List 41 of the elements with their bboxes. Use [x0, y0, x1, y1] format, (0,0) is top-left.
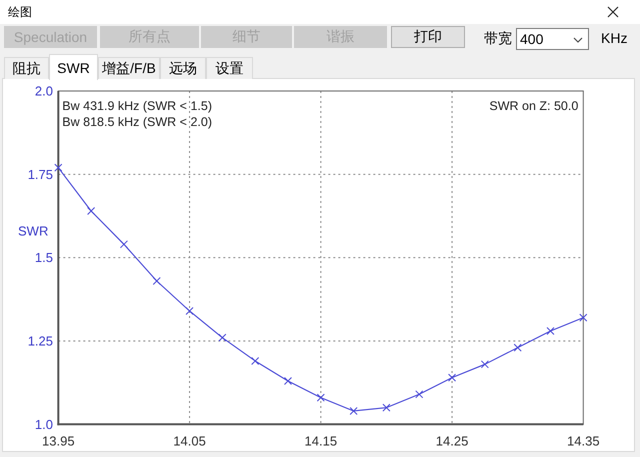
y-tick-label: 1.0	[34, 416, 53, 432]
y-tick-label: 1.75	[28, 166, 53, 182]
y-tick-label: 1.25	[28, 333, 53, 348]
annotation: Bw 818.5 kHz (SWR < 2.0)	[62, 115, 212, 129]
text: 增益/F/B	[98, 57, 160, 79]
point	[350, 406, 358, 415]
text: 设置	[206, 57, 253, 79]
x-tick-label: 14.15	[304, 434, 338, 448]
point	[251, 356, 260, 365]
x-tick-label: 14.35	[567, 434, 600, 448]
point	[186, 306, 194, 315]
point	[316, 394, 325, 402]
point	[218, 334, 226, 342]
point	[284, 376, 292, 385]
y-tick-label: 1.5	[34, 250, 53, 266]
point	[579, 314, 588, 322]
text: KHz	[601, 29, 628, 48]
point	[480, 360, 489, 368]
text: 打印	[391, 26, 465, 48]
text: 400	[520, 30, 544, 48]
x-tick-label: 14.25	[436, 434, 468, 448]
annotation: Bw 431.9 kHz (SWR < 1.5)	[62, 99, 212, 113]
point	[382, 404, 390, 412]
point	[546, 326, 554, 335]
text: 带宽	[484, 29, 512, 48]
y-tick-label: 2.0	[34, 84, 53, 98]
chart-title: 绘图	[8, 4, 32, 20]
text: 远场	[160, 57, 206, 79]
text: SWR	[49, 54, 98, 80]
text: 阻抗	[4, 57, 49, 79]
point	[415, 390, 424, 398]
x-tick-label: 14.05	[173, 434, 206, 448]
point	[514, 344, 522, 352]
annotation: SWR on Z: 50.0	[489, 99, 578, 113]
point	[54, 164, 62, 172]
point	[120, 240, 128, 248]
point	[448, 374, 456, 382]
y-axis-title: SWR	[18, 224, 48, 238]
point	[87, 206, 96, 215]
x-tick-label: 13.95	[42, 434, 75, 448]
point	[152, 276, 161, 285]
